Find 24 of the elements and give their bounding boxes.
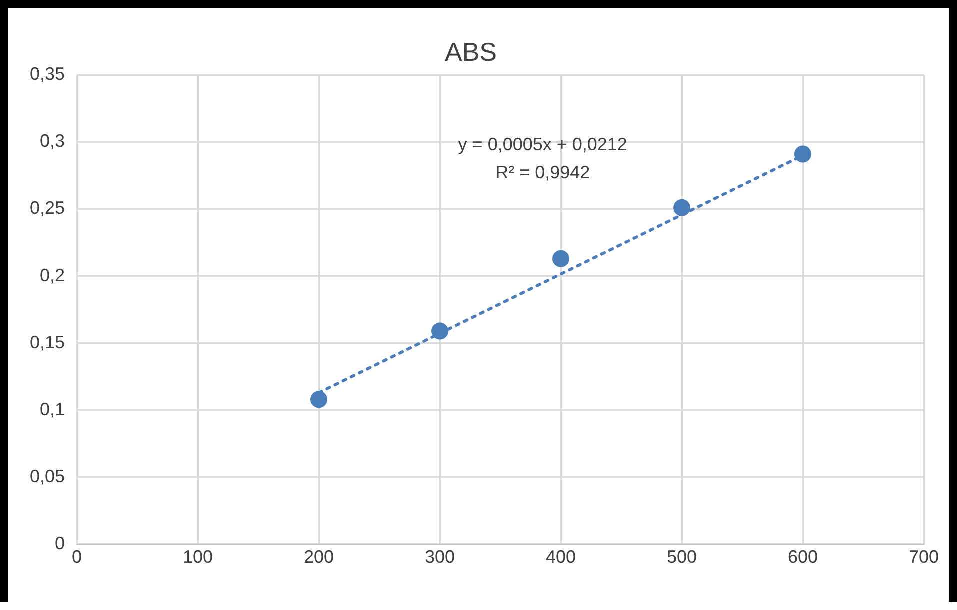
y-tick-label: 0,1 — [40, 399, 66, 420]
y-tick-label: 0,35 — [30, 64, 66, 84]
x-tick-label: 700 — [908, 547, 940, 568]
annotation: y = 0,0005x + 0,0212 — [458, 134, 628, 154]
y-tick-label: 0,3 — [40, 131, 66, 152]
x-tick-label: 400 — [546, 547, 576, 568]
y-tick-label: 0,25 — [30, 198, 66, 218]
x-tick-label: 600 — [788, 547, 818, 568]
y-tick-label: 0,05 — [30, 466, 66, 486]
x-tick-label: 100 — [183, 547, 214, 568]
y-tick-label: 0,15 — [30, 332, 66, 352]
y-tick-label: 0 — [55, 533, 66, 554]
x-tick-label: 200 — [304, 547, 334, 568]
point — [794, 146, 812, 163]
x-tick-label: 300 — [424, 547, 456, 568]
point — [432, 322, 449, 340]
chart-title: ABS — [444, 36, 498, 67]
annotation: R² = 0,9942 — [496, 162, 590, 182]
point — [552, 250, 570, 268]
point — [310, 391, 328, 408]
x-tick-label: 0 — [72, 547, 82, 568]
point — [674, 199, 691, 216]
x-tick-label: 500 — [666, 547, 698, 568]
y-tick-label: 0,2 — [40, 265, 66, 286]
